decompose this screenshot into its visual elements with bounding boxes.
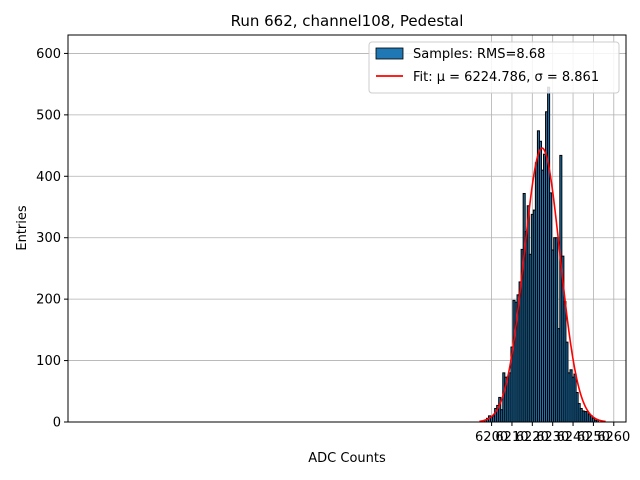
x-tick-label: 6230 (536, 430, 569, 445)
x-tick-label: 6200 (475, 430, 508, 445)
y-tick-label: 200 (36, 293, 61, 308)
y-tick-label: 500 (36, 108, 61, 123)
y-axis-title: Entries (15, 205, 30, 251)
legend-label-fit: Fit: μ = 6224.786, σ = 8.861 (413, 70, 599, 85)
legend-swatch-histogram (375, 47, 404, 60)
x-axis-title: ADC Counts (308, 451, 386, 466)
y-axis-ticks: 0 100 200 300 400 500 600 (36, 47, 68, 431)
x-tick-label: 6260 (597, 430, 630, 445)
legend: Samples: RMS=8.68 Fit: μ = 6224.786, σ =… (368, 41, 620, 94)
y-tick-label: 0 (53, 416, 61, 431)
x-tick-label: 6210 (495, 430, 528, 445)
plot-frame (67, 34, 627, 423)
x-tick-label: 6240 (557, 430, 590, 445)
legend-box (368, 41, 620, 94)
y-tick-label: 300 (36, 231, 61, 246)
x-tick-label: 6250 (577, 430, 610, 445)
x-tick-label: 6220 (516, 430, 549, 445)
y-tick-label: 100 (36, 354, 61, 369)
y-tick-label: 600 (36, 47, 61, 62)
gaussian-fit-curve (479, 147, 606, 423)
legend-label-histogram: Samples: RMS=8.68 (413, 47, 545, 62)
y-tick-label: 400 (36, 170, 61, 185)
chart-title: Run 662, channel108, Pedestal (231, 12, 464, 30)
